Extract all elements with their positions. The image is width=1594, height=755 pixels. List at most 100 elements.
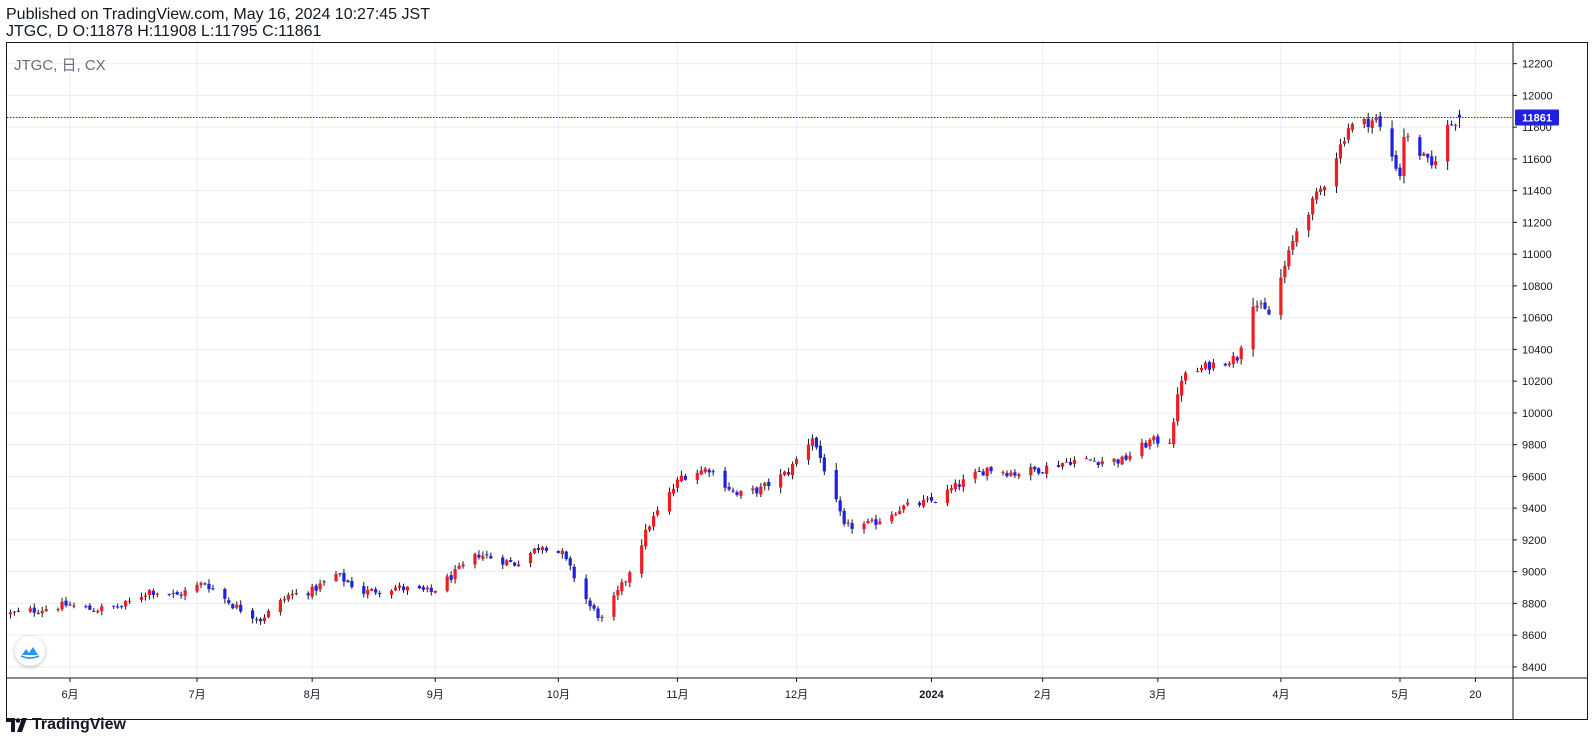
candle-body bbox=[203, 583, 207, 585]
candle-body bbox=[1116, 459, 1120, 464]
candle-body bbox=[1041, 472, 1045, 474]
candle-body bbox=[127, 600, 132, 602]
current-price-label: 11861 bbox=[1522, 112, 1552, 124]
candle-body bbox=[918, 502, 922, 506]
candle-body bbox=[489, 555, 493, 559]
candle-body bbox=[1013, 472, 1017, 476]
candle-body bbox=[374, 589, 378, 593]
candle-body bbox=[528, 552, 533, 564]
candle-body bbox=[850, 523, 854, 529]
candle-body bbox=[953, 482, 957, 490]
x-tick-label: 3月 bbox=[1149, 689, 1166, 701]
x-tick-label: 9月 bbox=[427, 689, 444, 701]
candle-body bbox=[1342, 141, 1347, 144]
candle-body bbox=[532, 548, 537, 554]
candle-body bbox=[254, 619, 259, 621]
candle-body bbox=[310, 586, 314, 597]
candle-body bbox=[239, 604, 243, 612]
y-tick-label: 8800 bbox=[1522, 598, 1546, 610]
candle-body bbox=[1227, 363, 1231, 366]
candle-body bbox=[1148, 439, 1152, 447]
candle-body bbox=[1017, 474, 1021, 477]
candle-body bbox=[727, 486, 731, 490]
candle-body bbox=[1291, 241, 1295, 250]
candle-body bbox=[1064, 461, 1069, 463]
candle-body bbox=[1350, 124, 1354, 130]
candle-body bbox=[1390, 128, 1394, 157]
candle-body bbox=[921, 499, 926, 507]
candle-body bbox=[278, 599, 283, 613]
candle-body bbox=[1072, 459, 1077, 464]
candle-body bbox=[759, 486, 763, 495]
candle-body bbox=[266, 610, 271, 618]
candle-body bbox=[473, 553, 477, 565]
candle-body bbox=[123, 600, 128, 607]
y-tick-label: 10000 bbox=[1522, 408, 1553, 420]
candle-body bbox=[925, 498, 930, 500]
candle-body bbox=[1422, 153, 1426, 156]
candle-body bbox=[961, 479, 965, 488]
candle-body bbox=[628, 572, 632, 583]
candle-body bbox=[16, 610, 20, 612]
candle-body bbox=[1267, 309, 1271, 315]
candle-body bbox=[501, 557, 505, 565]
tradingview-logo[interactable]: TradingView bbox=[6, 715, 126, 735]
candle-body bbox=[1362, 118, 1366, 125]
candle-body bbox=[763, 483, 767, 487]
candle-body bbox=[600, 616, 604, 619]
candle-body bbox=[806, 444, 811, 460]
candle-body bbox=[779, 474, 783, 488]
candle-body bbox=[989, 466, 993, 472]
candle-body bbox=[536, 547, 541, 550]
candle-body bbox=[1446, 124, 1450, 162]
candle-body bbox=[544, 547, 549, 551]
candle-body bbox=[1322, 186, 1327, 191]
candle-body bbox=[366, 589, 370, 595]
candle-body bbox=[429, 587, 433, 593]
candle-body bbox=[60, 601, 64, 610]
y-tick-label: 9600 bbox=[1522, 471, 1546, 483]
candle-body bbox=[866, 520, 870, 524]
candle-body bbox=[842, 510, 846, 524]
candle-body bbox=[151, 590, 155, 595]
candle-body bbox=[1279, 277, 1283, 316]
candle-body bbox=[481, 555, 485, 559]
candle-body bbox=[675, 479, 680, 488]
candle-body bbox=[445, 576, 449, 591]
published-info: Published on TradingView.com, May 16, 20… bbox=[6, 6, 430, 23]
candle-body bbox=[906, 502, 910, 505]
candle-body bbox=[36, 612, 40, 614]
candle-body bbox=[584, 578, 588, 600]
candle-body bbox=[540, 547, 545, 551]
candle-body bbox=[739, 491, 743, 496]
candle-body bbox=[139, 597, 144, 600]
ohlc-readout: JTGC, D O:11878 H:11908 L:11795 C:11861 bbox=[6, 23, 322, 40]
candle-body bbox=[1295, 231, 1299, 243]
candle-body bbox=[1211, 362, 1216, 369]
candle-body bbox=[314, 585, 318, 591]
plot-area[interactable] bbox=[7, 43, 1513, 678]
candle-body bbox=[655, 510, 660, 515]
y-tick-label: 12200 bbox=[1522, 59, 1553, 71]
candle-body bbox=[786, 472, 791, 475]
candle-body bbox=[1152, 436, 1156, 441]
candle-body bbox=[56, 609, 60, 611]
y-tick-label: 8600 bbox=[1522, 630, 1546, 642]
candle-body bbox=[902, 505, 906, 510]
candle-body bbox=[1009, 472, 1013, 476]
candle-body bbox=[874, 519, 878, 525]
candle-body bbox=[167, 593, 171, 595]
candle-body bbox=[783, 471, 787, 476]
candle-body bbox=[1378, 116, 1382, 127]
candle-body bbox=[1156, 436, 1160, 444]
candle-body bbox=[870, 519, 874, 521]
candle-body bbox=[568, 558, 572, 566]
candle-body bbox=[370, 588, 374, 591]
tradingview-cloud-icon[interactable] bbox=[15, 636, 45, 666]
candle-body bbox=[862, 523, 866, 530]
candle-body bbox=[378, 593, 382, 595]
candle-body bbox=[1168, 442, 1172, 444]
candle-body bbox=[1450, 124, 1454, 126]
candle-body bbox=[1239, 347, 1243, 360]
